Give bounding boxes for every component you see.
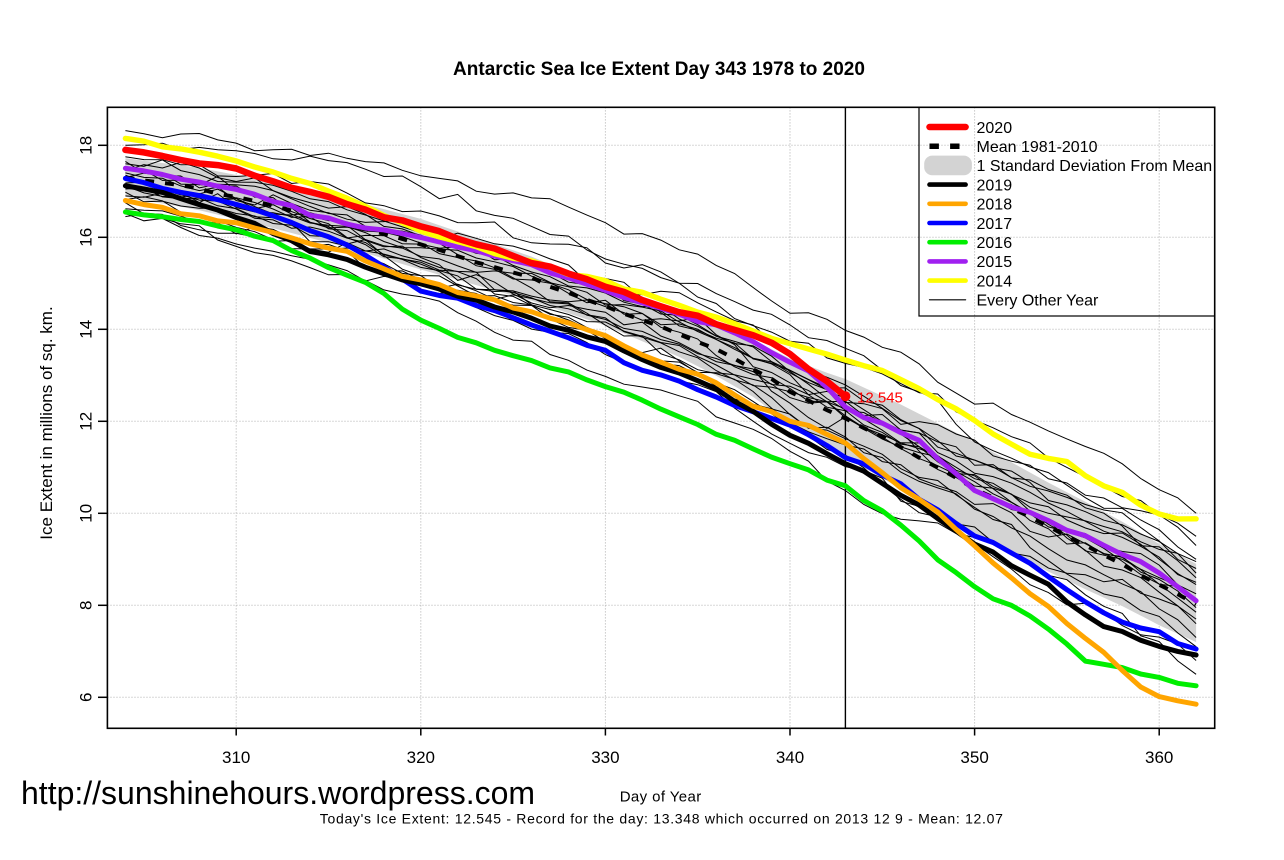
svg-text:2017: 2017	[977, 216, 1013, 233]
svg-text:16: 16	[77, 228, 96, 247]
svg-text:14: 14	[77, 320, 96, 339]
svg-text:12: 12	[77, 412, 96, 431]
svg-text:2019: 2019	[977, 177, 1013, 194]
svg-text:2018: 2018	[977, 197, 1013, 214]
svg-text:18: 18	[77, 136, 96, 155]
svg-text:1 Standard Deviation From Mean: 1 Standard Deviation From Mean	[977, 158, 1213, 175]
svg-text:360: 360	[1145, 748, 1173, 767]
svg-text:2016: 2016	[977, 235, 1013, 252]
svg-text:310: 310	[222, 748, 250, 767]
svg-text:Ice Extent in millions of sq.: Ice Extent in millions of sq. km.	[37, 306, 56, 539]
svg-text:2020: 2020	[977, 120, 1013, 137]
svg-text:8: 8	[77, 601, 96, 610]
svg-text:http://sunshinehours.wordpress: http://sunshinehours.wordpress.com	[21, 775, 535, 811]
svg-text:Mean 1981-2010: Mean 1981-2010	[977, 139, 1098, 156]
svg-text:10: 10	[77, 504, 96, 523]
svg-text:6: 6	[77, 693, 96, 702]
svg-text:2015: 2015	[977, 254, 1013, 271]
svg-text:320: 320	[407, 748, 435, 767]
svg-text:330: 330	[591, 748, 619, 767]
svg-text:12.545: 12.545	[857, 390, 903, 407]
svg-text:Antarctic Sea Ice Extent Day 3: Antarctic Sea Ice Extent Day 343 1978 to…	[453, 59, 865, 80]
svg-text:Today's Ice Extent: 12.545 -: Today's Ice Extent: 12.545 - Record for …	[320, 811, 1004, 827]
svg-text:350: 350	[960, 748, 988, 767]
svg-text:340: 340	[776, 748, 804, 767]
svg-text:Day of Year: Day of Year	[620, 789, 702, 806]
svg-text:Every Other Year: Every Other Year	[977, 293, 1100, 310]
svg-text:2014: 2014	[977, 273, 1013, 290]
